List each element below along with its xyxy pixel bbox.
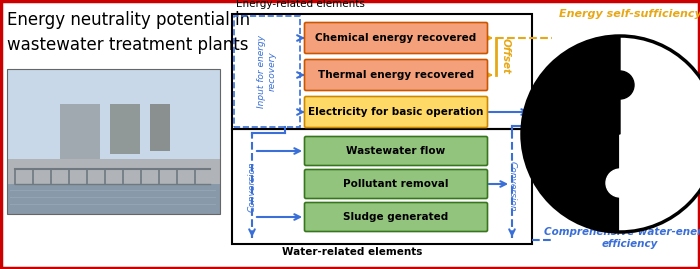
Bar	[7, 159, 220, 184]
FancyBboxPatch shape	[304, 23, 487, 54]
Text: Wastewater flow: Wastewater flow	[346, 146, 446, 156]
Bar	[110, 104, 140, 154]
Text: Energy: Energy	[545, 128, 594, 140]
Bar	[150, 104, 170, 151]
Text: Pollutant removal: Pollutant removal	[343, 179, 449, 189]
Wedge shape	[571, 36, 620, 134]
Circle shape	[522, 36, 700, 232]
FancyBboxPatch shape	[304, 203, 487, 232]
Text: Energy self-sufficiency: Energy self-sufficiency	[559, 9, 700, 19]
Text: Electricity for basic operation: Electricity for basic operation	[308, 107, 484, 117]
Text: Sludge generated: Sludge generated	[344, 212, 449, 222]
Bar	[232, 14, 532, 129]
Bar	[60, 104, 100, 159]
Bar	[232, 129, 532, 244]
Text: Input for energy
recovery: Input for energy recovery	[257, 35, 277, 108]
Text: Water: Water	[650, 128, 692, 140]
Text: Thermal energy recovered: Thermal energy recovered	[318, 70, 474, 80]
Text: Energy-related elements: Energy-related elements	[236, 0, 365, 9]
Bar	[7, 69, 220, 159]
Text: Chemical energy recovered: Chemical energy recovered	[316, 33, 477, 43]
Bar	[7, 69, 220, 214]
Circle shape	[606, 71, 634, 99]
FancyBboxPatch shape	[304, 136, 487, 165]
Wedge shape	[620, 36, 700, 232]
Bar	[234, 16, 300, 127]
Text: Conversion: Conversion	[508, 161, 517, 212]
Text: Offset: Offset	[501, 38, 511, 75]
FancyBboxPatch shape	[304, 169, 487, 199]
Text: Conversion: Conversion	[248, 161, 256, 212]
FancyBboxPatch shape	[304, 97, 487, 128]
Wedge shape	[620, 134, 669, 232]
Bar	[7, 159, 220, 214]
Text: Comprehensive water-energy
efficiency: Comprehensive water-energy efficiency	[544, 227, 700, 249]
Circle shape	[606, 169, 634, 197]
Text: Energy neutrality potential in
wastewater treatment plants: Energy neutrality potential in wastewate…	[7, 11, 250, 54]
FancyBboxPatch shape	[304, 59, 487, 90]
Text: Water-related elements: Water-related elements	[282, 247, 422, 257]
